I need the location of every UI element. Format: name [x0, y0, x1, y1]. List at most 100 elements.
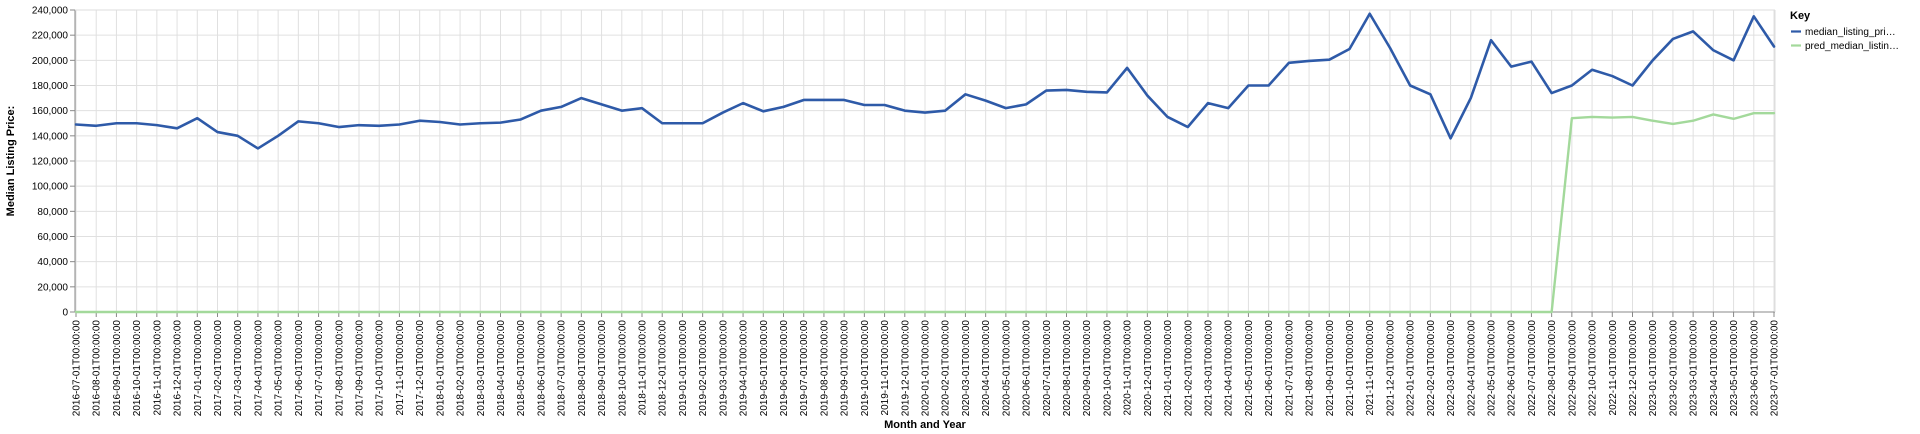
x-tick-label: 2017-07-01T00:00:00: [314, 320, 325, 417]
x-tick-label: 2019-05-01T00:00:00: [759, 320, 770, 417]
x-tick-label: 2020-09-01T00:00:00: [1082, 320, 1093, 417]
y-tick-label: 0: [62, 308, 68, 319]
y-tick-label: 40,000: [37, 257, 68, 268]
x-tick-label: 2020-05-01T00:00:00: [1001, 320, 1012, 417]
x-tick-label: 2016-10-01T00:00:00: [132, 320, 143, 417]
x-tick-label: 2021-09-01T00:00:00: [1325, 320, 1336, 417]
y-tick-label: 140,000: [32, 131, 69, 142]
legend-title: Key: [1790, 10, 1811, 22]
x-tick-label: 2022-07-01T00:00:00: [1527, 320, 1538, 417]
x-tick-label: 2018-04-01T00:00:00: [496, 320, 507, 417]
x-tick-label: 2020-06-01T00:00:00: [1022, 320, 1033, 417]
x-tick-label: 2021-02-01T00:00:00: [1183, 320, 1194, 417]
x-tick-label: 2017-05-01T00:00:00: [274, 320, 285, 417]
x-tick-label: 2020-12-01T00:00:00: [1143, 320, 1154, 417]
x-tick-label: 2019-12-01T00:00:00: [900, 320, 911, 417]
x-tick-label: 2022-01-01T00:00:00: [1406, 320, 1417, 417]
x-tick-label: 2021-04-01T00:00:00: [1224, 320, 1235, 417]
x-tick-label: 2018-11-01T00:00:00: [638, 320, 649, 416]
x-tick-label: 2021-03-01T00:00:00: [1204, 320, 1215, 417]
x-tick-label: 2019-09-01T00:00:00: [840, 320, 851, 417]
x-tick-label: 2020-10-01T00:00:00: [1102, 320, 1113, 417]
x-tick-label: 2019-04-01T00:00:00: [739, 320, 750, 417]
x-tick-label: 2020-08-01T00:00:00: [1062, 320, 1073, 417]
legend-label-0: median_listing_pri…: [1805, 27, 1896, 38]
x-tick-label: 2019-03-01T00:00:00: [718, 320, 729, 417]
y-tick-label: 240,000: [32, 6, 69, 17]
x-tick-label: 2017-06-01T00:00:00: [294, 320, 305, 417]
series-line-1: [74, 111, 1776, 314]
x-axis-title: Month and Year: [884, 419, 966, 431]
x-tick-label: 2019-10-01T00:00:00: [860, 320, 871, 417]
axes: 0 20,000 40,000 60,000 80,000 100,000 120,000 1…: [32, 6, 1781, 417]
x-tick-label: 2022-10-01T00:00:00: [1588, 320, 1599, 417]
x-tick-label: 2016-11-01T00:00:00: [152, 320, 163, 416]
x-tick-label: 2020-03-01T00:00:00: [961, 320, 972, 417]
x-tick-label: 2020-11-01T00:00:00: [1123, 320, 1134, 416]
x-tick-label: 2019-01-01T00:00:00: [678, 320, 689, 417]
y-tick-label: 160,000: [32, 106, 69, 117]
x-tick-label: 2022-12-01T00:00:00: [1628, 320, 1639, 417]
x-tick-label: 2016-08-01T00:00:00: [92, 320, 103, 417]
x-tick-label: 2018-01-01T00:00:00: [435, 320, 446, 417]
x-tick-label: 2021-01-01T00:00:00: [1163, 320, 1174, 417]
x-tick-label: 2021-05-01T00:00:00: [1244, 320, 1255, 417]
x-tick-label: 2016-09-01T00:00:00: [112, 320, 123, 417]
x-tick-label: 2022-03-01T00:00:00: [1446, 320, 1457, 417]
x-tick-label: 2017-02-01T00:00:00: [213, 320, 224, 417]
x-tick-label: 2018-06-01T00:00:00: [536, 320, 547, 417]
x-tick-label: 2019-06-01T00:00:00: [779, 320, 790, 417]
x-tick-label: 2020-04-01T00:00:00: [981, 320, 992, 417]
x-tick-label: 2022-08-01T00:00:00: [1547, 320, 1558, 417]
x-tick-label: 2018-03-01T00:00:00: [476, 320, 487, 417]
x-tick-label: 2017-09-01T00:00:00: [355, 320, 366, 417]
x-tick-label: 2021-12-01T00:00:00: [1385, 320, 1396, 417]
x-tick-label: 2022-04-01T00:00:00: [1466, 320, 1477, 417]
x-tick-label: 2020-02-01T00:00:00: [941, 320, 952, 417]
series-lines: [74, 12, 1776, 314]
gridlines: [75, 9, 1775, 313]
y-tick-label: 220,000: [32, 31, 69, 42]
y-tick-label: 200,000: [32, 56, 69, 67]
x-tick-label: 2017-03-01T00:00:00: [233, 320, 244, 417]
x-tick-label: 2022-05-01T00:00:00: [1487, 320, 1498, 417]
x-tick-label: 2018-09-01T00:00:00: [597, 320, 608, 417]
x-tick-label: 2023-01-01T00:00:00: [1648, 320, 1659, 417]
x-tick-label: 2017-01-01T00:00:00: [193, 320, 204, 417]
x-tick-label: 2023-05-01T00:00:00: [1729, 320, 1740, 417]
x-tick-label: 2020-07-01T00:00:00: [1042, 320, 1053, 417]
x-tick-label: 2022-11-01T00:00:00: [1608, 320, 1619, 416]
x-tick-label: 2021-11-01T00:00:00: [1365, 320, 1376, 416]
y-tick-label: 80,000: [37, 207, 68, 218]
x-tick-label: 2021-10-01T00:00:00: [1345, 320, 1356, 417]
legend-label-1: pred_median_listin…: [1805, 41, 1899, 52]
y-tick-label: 20,000: [37, 282, 68, 293]
x-tick-label: 2019-07-01T00:00:00: [799, 320, 810, 417]
x-tick-label: 2022-09-01T00:00:00: [1567, 320, 1578, 417]
x-tick-label: 2016-12-01T00:00:00: [173, 320, 184, 417]
x-tick-label: 2022-06-01T00:00:00: [1507, 320, 1518, 417]
x-tick-label: 2023-03-01T00:00:00: [1689, 320, 1700, 417]
x-tick-label: 2018-02-01T00:00:00: [456, 320, 467, 417]
x-tick-label: 2018-12-01T00:00:00: [658, 320, 669, 417]
legend: Key median_listing_pri… pred_median_listi…: [1790, 10, 1899, 52]
x-tick-label: 2017-12-01T00:00:00: [415, 320, 426, 417]
x-tick-label: 2023-02-01T00:00:00: [1668, 320, 1679, 417]
x-tick-label: 2016-07-01T00:00:00: [72, 320, 83, 417]
y-tick-label: 60,000: [37, 232, 68, 243]
x-tick-label: 2017-08-01T00:00:00: [334, 320, 345, 417]
x-tick-label: 2021-07-01T00:00:00: [1284, 320, 1295, 417]
y-tick-label: 180,000: [32, 81, 69, 92]
x-tick-label: 2018-10-01T00:00:00: [617, 320, 628, 417]
y-tick-label: 100,000: [32, 182, 69, 193]
x-tick-label: 2018-08-01T00:00:00: [577, 320, 588, 417]
x-tick-label: 2017-04-01T00:00:00: [253, 320, 264, 417]
x-tick-label: 2023-06-01T00:00:00: [1749, 320, 1760, 417]
x-tick-label: 2019-11-01T00:00:00: [880, 320, 891, 416]
x-tick-label: 2018-07-01T00:00:00: [557, 320, 568, 417]
x-tick-label: 2023-07-01T00:00:00: [1770, 320, 1781, 417]
y-axis-title: Median Listing Price:: [5, 106, 17, 217]
x-tick-label: 2023-04-01T00:00:00: [1709, 320, 1720, 417]
